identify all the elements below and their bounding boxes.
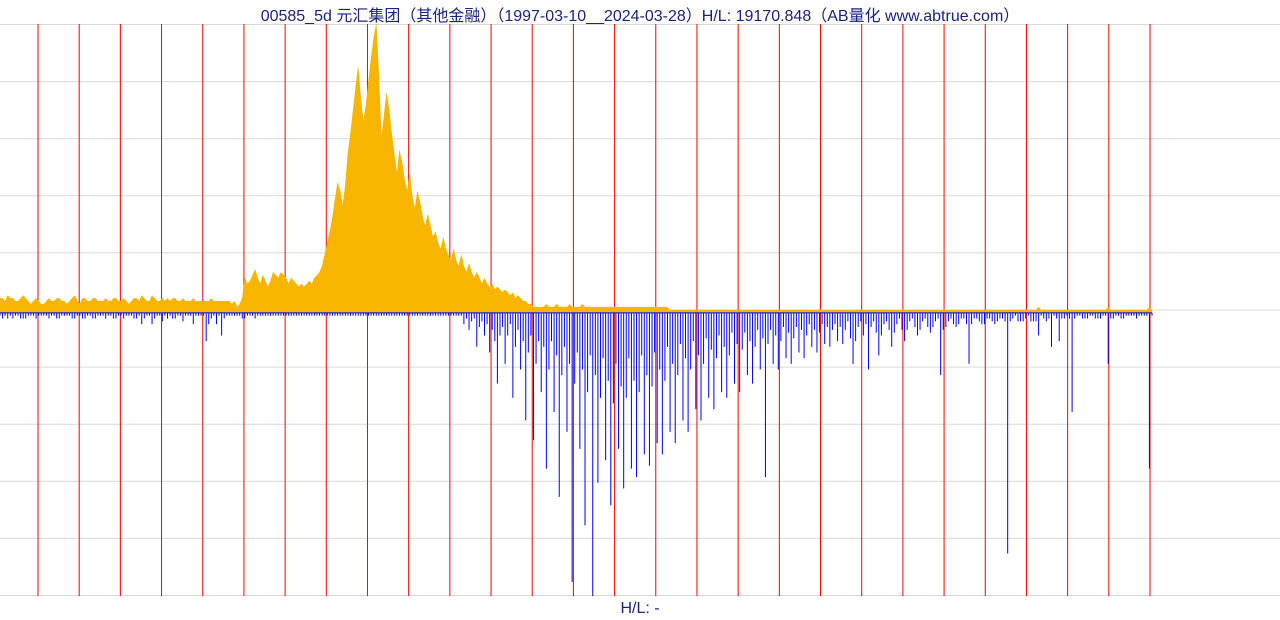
top-series-area: [0, 24, 1152, 313]
chart-plot-area: [0, 24, 1280, 596]
chart-title: 00585_5d 元汇集团（其他金融）（1997-03-10__2024-03-…: [0, 2, 1280, 26]
chart-svg: [0, 24, 1280, 596]
bottom-series: [0, 313, 1152, 596]
chart-footer: H/L: -: [0, 600, 1280, 618]
